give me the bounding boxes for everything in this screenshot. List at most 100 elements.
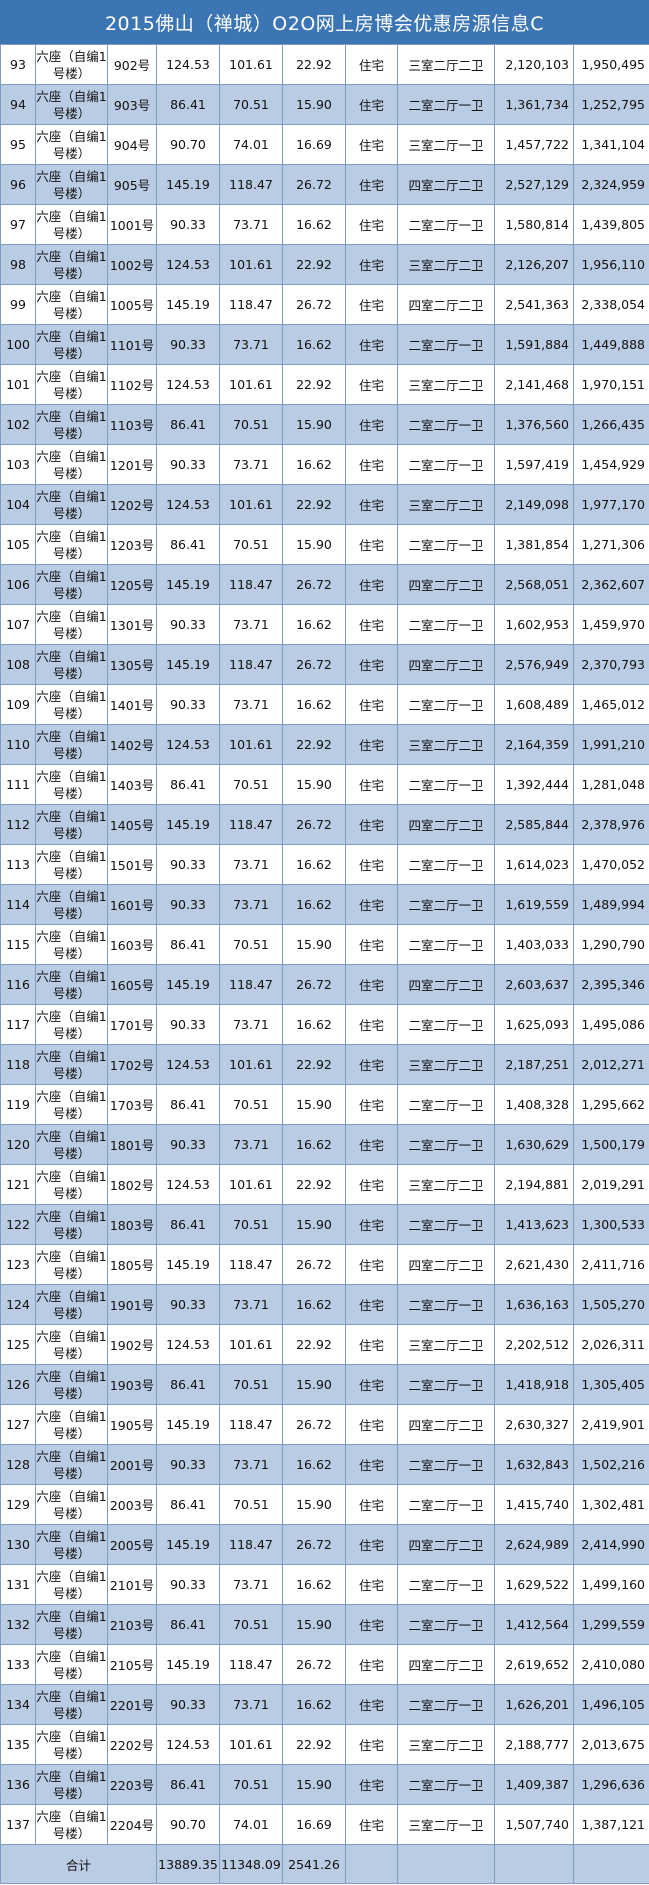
layout: 二室二厅一卫: [397, 84, 495, 125]
original-price: 1,457,722: [494, 124, 574, 165]
floor-area: 86.41: [156, 1484, 220, 1525]
original-price: 1,507,740: [494, 1804, 574, 1845]
usage: 住宅: [345, 1084, 398, 1125]
original-price: 2,568,051: [494, 564, 574, 605]
usage: 住宅: [345, 764, 398, 805]
total-empty: [397, 1844, 495, 1884]
layout: 二室二厅一卫: [397, 404, 495, 445]
inner-area: 73.71: [219, 1444, 283, 1485]
listing-table: 93 六座（自编1号楼） 902号 124.53 101.61 22.92 住宅 三室二厅二卫…: [0, 44, 649, 1884]
layout: 二室二厅一卫: [397, 1284, 495, 1325]
building-name: 六座（自编1号楼）: [35, 204, 108, 245]
layout: 二室二厅一卫: [397, 1764, 495, 1805]
original-price: 1,381,854: [494, 524, 574, 565]
usage: 住宅: [345, 1644, 398, 1685]
row-number: 125: [0, 1324, 36, 1365]
inner-area: 73.71: [219, 1684, 283, 1725]
floor-area: 86.41: [156, 1764, 220, 1805]
floor-area: 145.19: [156, 564, 220, 605]
unit-number: 2202号: [107, 1724, 157, 1765]
shared-area: 26.72: [282, 164, 346, 205]
table-row: 116 六座（自编1号楼） 1605号 145.19 118.47 26.72 住宅 四室二厅…: [0, 964, 649, 1005]
original-price: 2,164,359: [494, 724, 574, 765]
discount-price: 1,470,052: [573, 844, 649, 885]
discount-price: 1,499,160: [573, 1564, 649, 1605]
table-row: 135 六座（自编1号楼） 2202号 124.53 101.61 22.92 住宅 三室二厅…: [0, 1724, 649, 1765]
row-number: 115: [0, 924, 36, 965]
building-name: 六座（自编1号楼）: [35, 164, 108, 205]
unit-number: 2203号: [107, 1764, 157, 1805]
discount-price: 1,970,151: [573, 364, 649, 405]
usage: 住宅: [345, 164, 398, 205]
floor-area: 86.41: [156, 1364, 220, 1405]
unit-number: 1405号: [107, 804, 157, 845]
unit-number: 1702号: [107, 1044, 157, 1085]
layout: 二室二厅一卫: [397, 1564, 495, 1605]
original-price: 1,415,740: [494, 1484, 574, 1525]
usage: 住宅: [345, 1764, 398, 1805]
floor-area: 124.53: [156, 1724, 220, 1765]
unit-number: 1402号: [107, 724, 157, 765]
unit-number: 2101号: [107, 1564, 157, 1605]
shared-area: 22.92: [282, 364, 346, 405]
shared-area: 15.90: [282, 1084, 346, 1125]
inner-area: 74.01: [219, 124, 283, 165]
shared-area: 16.62: [282, 1564, 346, 1605]
layout: 三室二厅二卫: [397, 1724, 495, 1765]
floor-area: 90.33: [156, 1684, 220, 1725]
row-number: 102: [0, 404, 36, 445]
unit-number: 1205号: [107, 564, 157, 605]
inner-area: 70.51: [219, 1084, 283, 1125]
building-name: 六座（自编1号楼）: [35, 1404, 108, 1445]
building-name: 六座（自编1号楼）: [35, 844, 108, 885]
unit-number: 1301号: [107, 604, 157, 645]
table-row: 115 六座（自编1号楼） 1603号 86.41 70.51 15.90 住宅 二室二厅一卫…: [0, 924, 649, 965]
building-name: 六座（自编1号楼）: [35, 884, 108, 925]
building-name: 六座（自编1号楼）: [35, 1564, 108, 1605]
usage: 住宅: [345, 1324, 398, 1365]
layout: 三室二厅二卫: [397, 1044, 495, 1085]
layout: 二室二厅一卫: [397, 204, 495, 245]
unit-number: 2005号: [107, 1524, 157, 1565]
usage: 住宅: [345, 1004, 398, 1045]
floor-area: 90.33: [156, 444, 220, 485]
row-number: 131: [0, 1564, 36, 1605]
inner-area: 118.47: [219, 1404, 283, 1445]
original-price: 2,603,637: [494, 964, 574, 1005]
row-number: 122: [0, 1204, 36, 1245]
table-row: 134 六座（自编1号楼） 2201号 90.33 73.71 16.62 住宅 二室二厅一卫…: [0, 1684, 649, 1725]
row-number: 133: [0, 1644, 36, 1685]
layout: 四室二厅二卫: [397, 1644, 495, 1685]
inner-area: 118.47: [219, 1244, 283, 1285]
row-number: 130: [0, 1524, 36, 1565]
building-name: 六座（自编1号楼）: [35, 1724, 108, 1765]
unit-number: 1101号: [107, 324, 157, 365]
inner-area: 73.71: [219, 1564, 283, 1605]
usage: 住宅: [345, 844, 398, 885]
building-name: 六座（自编1号楼）: [35, 1004, 108, 1045]
discount-price: 2,411,716: [573, 1244, 649, 1285]
inner-area: 70.51: [219, 924, 283, 965]
layout: 二室二厅一卫: [397, 924, 495, 965]
row-number: 94: [0, 84, 36, 125]
inner-area: 118.47: [219, 644, 283, 685]
building-name: 六座（自编1号楼）: [35, 804, 108, 845]
layout: 四室二厅二卫: [397, 1244, 495, 1285]
inner-area: 101.61: [219, 1164, 283, 1205]
inner-area: 70.51: [219, 1604, 283, 1645]
floor-area: 145.19: [156, 1244, 220, 1285]
unit-number: 1001号: [107, 204, 157, 245]
row-number: 112: [0, 804, 36, 845]
inner-area: 101.61: [219, 484, 283, 525]
table-row: 94 六座（自编1号楼） 903号 86.41 70.51 15.90 住宅 二室二厅一卫 1,…: [0, 84, 649, 125]
original-price: 1,361,734: [494, 84, 574, 125]
floor-area: 90.33: [156, 1004, 220, 1045]
shared-area: 26.72: [282, 1404, 346, 1445]
inner-area: 73.71: [219, 604, 283, 645]
floor-area: 90.33: [156, 1564, 220, 1605]
shared-area: 26.72: [282, 1644, 346, 1685]
discount-price: 1,299,559: [573, 1604, 649, 1645]
inner-area: 101.61: [219, 1724, 283, 1765]
original-price: 2,187,251: [494, 1044, 574, 1085]
floor-area: 124.53: [156, 364, 220, 405]
